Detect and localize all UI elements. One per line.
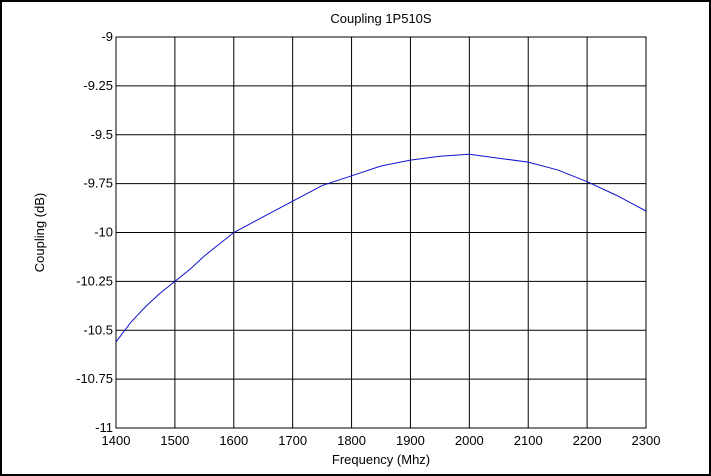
x-tick-label: 1600 xyxy=(219,433,248,448)
x-tick-label: 1400 xyxy=(102,433,131,448)
x-tick-label: 2200 xyxy=(573,433,602,448)
y-tick-label: -9.75 xyxy=(83,176,113,191)
y-tick-label: -10.5 xyxy=(83,322,113,337)
x-tick-label: 2300 xyxy=(632,433,661,448)
x-tick-label: 1900 xyxy=(396,433,425,448)
x-tick-label: 2100 xyxy=(514,433,543,448)
y-tick-label: -10.75 xyxy=(76,371,113,386)
y-tick-label: -9.5 xyxy=(91,127,113,142)
y-axis-label: Coupling (dB) xyxy=(32,193,47,273)
y-tick-label: -9 xyxy=(101,29,113,44)
x-tick-label: 1800 xyxy=(337,433,366,448)
y-tick-label: -10.25 xyxy=(76,273,113,288)
x-axis-label: Frequency (Mhz) xyxy=(332,452,430,467)
series-line xyxy=(115,153,647,343)
y-tick-label: -9.25 xyxy=(83,78,113,93)
tick-labels: 1400 1500 1600 1700 1800 1900 2000 2100 2200 2300… xyxy=(76,29,660,448)
x-tick-label: 1500 xyxy=(160,433,189,448)
x-tick-label: 1700 xyxy=(278,433,307,448)
x-tick-label: 2000 xyxy=(455,433,484,448)
y-tick-label: -11 xyxy=(95,420,113,435)
chart-title: Coupling 1P510S xyxy=(330,11,432,26)
y-tick-label: -10 xyxy=(94,225,113,240)
